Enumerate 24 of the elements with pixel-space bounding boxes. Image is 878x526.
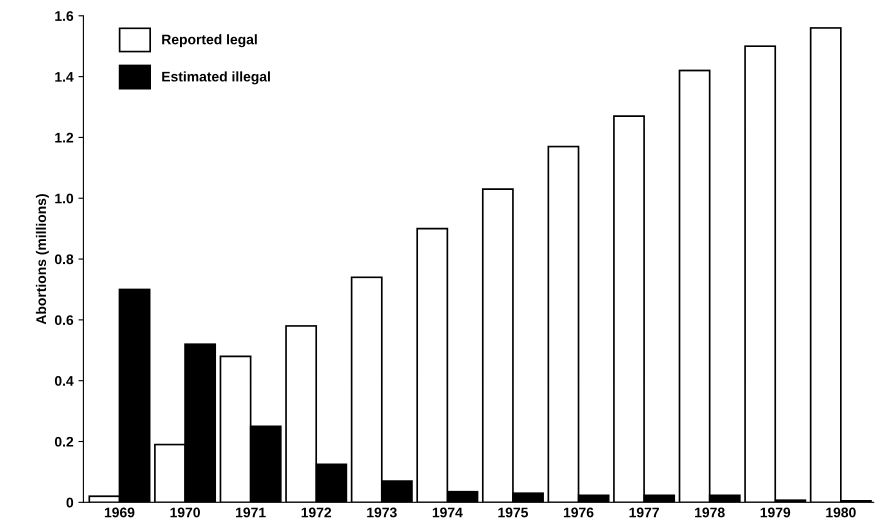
y-tick-label: 1.6 <box>55 11 74 21</box>
x-tick-label: 1975 <box>498 508 528 518</box>
legend-label: Estimated illegal <box>162 71 270 84</box>
legend-label: Reported legal <box>162 34 257 48</box>
y-tick-label: 1.0 <box>55 194 74 204</box>
y-tick-label: 0.8 <box>54 254 74 264</box>
x-tick-label: 1972 <box>302 508 332 518</box>
y-tick-label: 0.6 <box>54 315 74 326</box>
y-tick-label: 1.4 <box>55 72 74 82</box>
x-tick-label: 1970 <box>170 508 200 518</box>
x-tick-label: 1976 <box>564 508 594 518</box>
x-tick-label: 1969 <box>104 508 134 518</box>
x-tick-label: 1978 <box>695 508 725 518</box>
y-tick-label: 0 <box>66 498 74 508</box>
x-tick-label: 1974 <box>432 508 463 518</box>
y-tick-label: 0.2 <box>54 436 74 447</box>
x-tick-label: 1977 <box>630 508 659 518</box>
y-tick-label: 0.4 <box>54 376 74 386</box>
x-tick-label: 1971 <box>236 508 266 518</box>
x-tick-label: 1973 <box>367 508 397 518</box>
x-tick-label: 1979 <box>760 508 790 518</box>
y-axis-title: Abortions (millions) <box>36 194 49 324</box>
y-tick-label: 1.2 <box>55 132 74 142</box>
x-tick-label: 1980 <box>826 508 856 518</box>
